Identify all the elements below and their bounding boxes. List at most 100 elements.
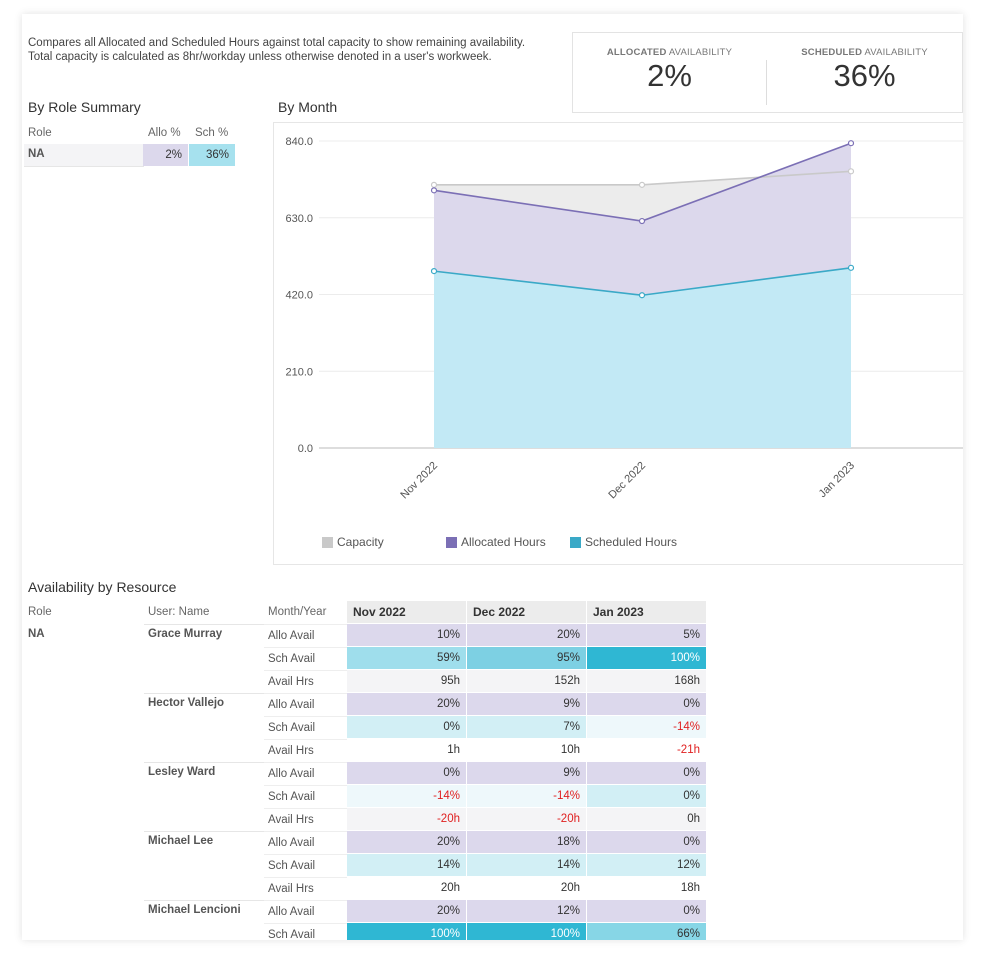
value-cell: 20% [347,693,466,715]
availability-kpi-panel: ALLOCATED AVAILABILITY 2% SCHEDULED AVAI… [572,32,963,113]
user-separator [144,831,344,832]
value-cell: 10h [467,739,586,761]
allocated-kpi: ALLOCATED AVAILABILITY 2% [573,47,766,94]
legend-label: Scheduled Hours [585,535,677,549]
report-description: Compares all Allocated and Scheduled Hou… [28,36,568,64]
scheduled-area [434,267,851,448]
x-tick-label: Nov 2022 [398,460,440,502]
user-separator [144,693,344,694]
user-name: Michael Lee [148,835,214,847]
metric-label: Sch Avail [264,785,347,807]
value-cell: 12% [467,900,586,922]
user-name: Hector Vallejo [148,697,225,709]
resource-role: NA [28,628,45,640]
value-cell: -21h [587,739,706,761]
legend-swatch [446,537,457,548]
kpi-divider [766,60,767,105]
chart-title: By Month [278,99,338,115]
resource-title: Availability by Resource [28,579,177,595]
value-cell: 0% [587,900,706,922]
value-cell: 12% [587,854,706,876]
y-tick-label: 420.0 [285,290,313,302]
month-column-header: Dec 2022 [467,601,586,623]
role-summary-sch-value: 36% [189,144,235,166]
value-cell: 5% [587,624,706,646]
value-cell: 59% [347,647,466,669]
allocated-point [638,217,646,225]
resource-role-header: Role [28,606,52,618]
value-cell: 100% [347,923,466,940]
resource-user-header: User: Name [148,606,210,618]
metric-label: Allo Avail [264,900,347,922]
value-cell: 152h [467,670,586,692]
value-cell: 20% [347,831,466,853]
metric-label: Avail Hrs [264,808,347,830]
metric-label: Allo Avail [264,693,347,715]
y-tick-label: 840.0 [285,136,313,148]
role-summary-title: By Role Summary [28,99,141,115]
value-cell: 0% [347,762,466,784]
value-cell: 9% [467,693,586,715]
by-month-chart: 840.0 630.0 420.0 210.0 0.0 Nov 2022 Dec 2022 J… [285,136,963,549]
y-tick-label: 0.0 [298,443,313,455]
value-cell: -14% [347,785,466,807]
value-cell: -14% [587,716,706,738]
legend-label: Capacity [337,535,384,549]
value-cell: 20h [347,877,466,899]
metric-label: Allo Avail [264,831,347,853]
user-name: Michael Lencioni [148,904,241,916]
legend-swatch [570,537,581,548]
value-cell: 18h [587,877,706,899]
role-summary-sch-header: Sch % [195,127,229,139]
value-cell: 9% [467,762,586,784]
month-column-header: Nov 2022 [347,601,466,623]
scheduled-point [847,264,855,271]
value-cell: 18% [467,831,586,853]
user-name: Grace Murray [148,628,223,640]
resource-metric-header: Month/Year [268,606,327,618]
value-cell: 0% [587,693,706,715]
value-cell: 14% [467,854,586,876]
value-cell: 0% [347,716,466,738]
scheduled-kpi: SCHEDULED AVAILABILITY 36% [767,47,962,94]
value-cell: -20h [467,808,586,830]
value-cell: 95h [347,670,466,692]
value-cell: 20% [347,900,466,922]
by-month-chart-box: 840.0 630.0 420.0 210.0 0.0 Nov 2022 Dec 2022 J… [273,122,963,565]
user-separator [144,624,344,625]
value-cell: 10% [347,624,466,646]
scheduled-point [430,268,438,275]
user-name: Lesley Ward [148,766,216,778]
y-tick-label: 630.0 [285,213,313,225]
x-tick-label: Jan 2023 [817,460,857,500]
metric-label: Allo Avail [264,762,347,784]
value-cell: 20h [467,877,586,899]
value-cell: 14% [347,854,466,876]
role-summary-role-header: Role [28,127,52,139]
value-cell: -14% [467,785,586,807]
user-separator [144,900,344,901]
allocated-kpi-label: ALLOCATED AVAILABILITY [606,47,733,58]
allocated-kpi-value: 2% [647,58,692,93]
description-line-1: Compares all Allocated and Scheduled Hou… [28,37,526,49]
value-cell: 1h [347,739,466,761]
metric-label: Avail Hrs [264,877,347,899]
value-cell: 66% [587,923,706,940]
role-summary-allo-value: 2% [143,144,188,166]
scheduled-kpi-value: 36% [833,58,896,93]
month-column-header: Jan 2023 [587,601,706,623]
legend-label: Allocated Hours [461,535,546,549]
value-cell: 100% [587,647,706,669]
value-cell: 7% [467,716,586,738]
metric-label: Allo Avail [264,624,347,646]
metric-label: Sch Avail [264,647,347,669]
value-cell: 0h [587,808,706,830]
role-summary-row: NA [24,144,144,167]
value-cell: 100% [467,923,586,940]
allocated-point [847,140,855,147]
report-card: Compares all Allocated and Scheduled Hou… [22,14,963,940]
value-cell: 0% [587,762,706,784]
value-cell: 0% [587,785,706,807]
metric-label: Avail Hrs [264,670,347,692]
metric-label: Sch Avail [264,923,347,940]
